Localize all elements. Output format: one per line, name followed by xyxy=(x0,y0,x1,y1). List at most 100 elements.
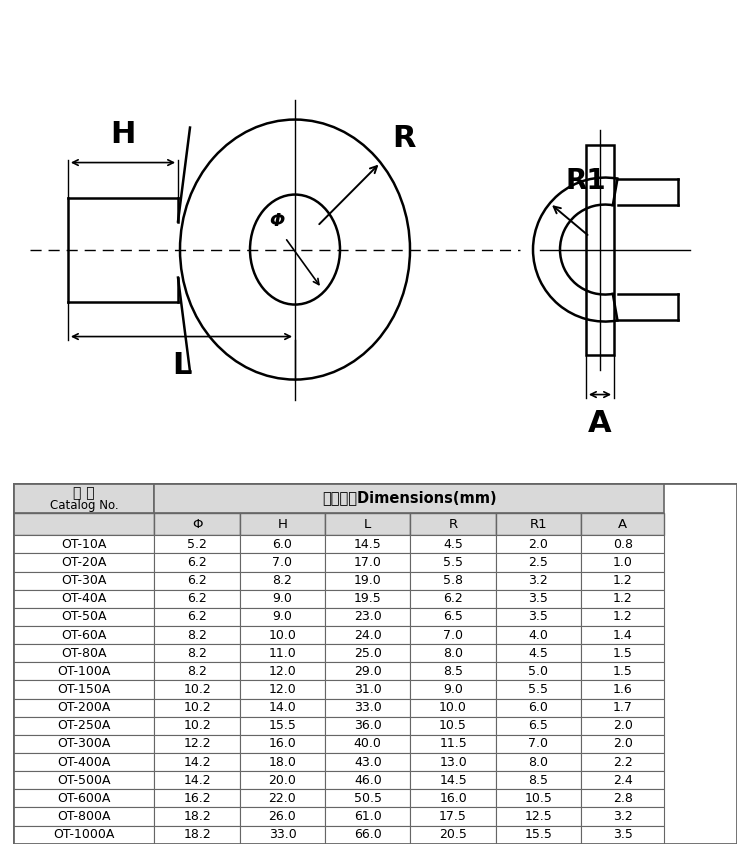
Text: OT-600A: OT-600A xyxy=(57,792,111,805)
Bar xyxy=(13,826,154,844)
Bar xyxy=(496,535,581,554)
Text: 18.0: 18.0 xyxy=(268,756,296,768)
Text: 1.2: 1.2 xyxy=(613,611,632,623)
Bar xyxy=(496,662,581,680)
Text: 1.7: 1.7 xyxy=(613,701,632,714)
Text: 1.6: 1.6 xyxy=(613,683,632,696)
Bar xyxy=(581,608,664,626)
Bar xyxy=(496,608,581,626)
Text: 12.2: 12.2 xyxy=(183,738,211,750)
Text: 7.0: 7.0 xyxy=(272,556,292,569)
Bar xyxy=(154,608,240,626)
Text: L: L xyxy=(172,350,191,380)
Text: 3.5: 3.5 xyxy=(529,611,548,623)
Text: 5.8: 5.8 xyxy=(443,574,463,587)
Text: 型 号: 型 号 xyxy=(74,486,94,499)
Bar xyxy=(325,826,410,844)
Bar xyxy=(410,680,496,699)
Bar xyxy=(581,717,664,735)
Text: 10.2: 10.2 xyxy=(183,701,211,714)
Text: 1.5: 1.5 xyxy=(613,665,632,678)
Text: 9.0: 9.0 xyxy=(272,592,292,605)
Text: 36.0: 36.0 xyxy=(354,719,382,733)
Text: 3.2: 3.2 xyxy=(613,810,632,823)
Bar xyxy=(154,789,240,807)
Bar xyxy=(13,771,154,789)
Text: 1.2: 1.2 xyxy=(613,574,632,587)
Bar xyxy=(240,735,325,753)
Bar xyxy=(496,771,581,789)
Text: OT-50A: OT-50A xyxy=(62,611,106,623)
Bar xyxy=(410,513,496,535)
Text: 9.0: 9.0 xyxy=(443,683,463,696)
Text: OT-150A: OT-150A xyxy=(57,683,111,696)
Bar xyxy=(581,771,664,789)
Text: 33.0: 33.0 xyxy=(354,701,382,714)
Text: 2.8: 2.8 xyxy=(613,792,632,805)
Text: 14.0: 14.0 xyxy=(268,701,296,714)
Text: 12.0: 12.0 xyxy=(268,665,296,678)
Bar xyxy=(325,589,410,608)
Bar xyxy=(240,644,325,662)
Text: 10.5: 10.5 xyxy=(440,719,467,733)
Text: OT-800A: OT-800A xyxy=(57,810,111,823)
Text: 46.0: 46.0 xyxy=(354,773,382,787)
Text: 16.0: 16.0 xyxy=(440,792,467,805)
Text: OT-80A: OT-80A xyxy=(62,647,106,660)
Bar xyxy=(13,572,154,589)
Text: 31.0: 31.0 xyxy=(354,683,382,696)
Bar xyxy=(581,513,664,535)
Bar xyxy=(240,807,325,826)
Text: OT-20A: OT-20A xyxy=(62,556,106,569)
Bar xyxy=(496,735,581,753)
Bar xyxy=(240,513,325,535)
Bar xyxy=(154,807,240,826)
Bar xyxy=(496,717,581,735)
Text: 6.2: 6.2 xyxy=(188,556,207,569)
Bar xyxy=(410,608,496,626)
Text: 7.0: 7.0 xyxy=(529,738,548,750)
Bar xyxy=(325,535,410,554)
Bar xyxy=(240,535,325,554)
Bar xyxy=(154,771,240,789)
Text: Φ: Φ xyxy=(269,211,285,230)
Text: R: R xyxy=(448,517,458,531)
Bar xyxy=(496,826,581,844)
Bar xyxy=(581,826,664,844)
Text: 15.5: 15.5 xyxy=(268,719,296,733)
Bar xyxy=(410,807,496,826)
Bar xyxy=(581,680,664,699)
Bar xyxy=(325,626,410,644)
Bar xyxy=(13,717,154,735)
Text: OT-250A: OT-250A xyxy=(57,719,111,733)
Bar xyxy=(240,753,325,771)
Bar xyxy=(240,699,325,717)
Bar xyxy=(496,554,581,572)
Bar xyxy=(240,717,325,735)
Bar xyxy=(13,513,154,535)
Bar xyxy=(240,789,325,807)
Text: 1.2: 1.2 xyxy=(613,592,632,605)
Bar xyxy=(13,807,154,826)
Bar xyxy=(13,554,154,572)
Text: 10.0: 10.0 xyxy=(440,701,467,714)
Text: 5.5: 5.5 xyxy=(443,556,463,569)
Text: 13.0: 13.0 xyxy=(440,756,467,768)
Bar xyxy=(410,717,496,735)
Text: 6.5: 6.5 xyxy=(529,719,548,733)
Bar xyxy=(581,807,664,826)
Bar xyxy=(240,554,325,572)
Text: 5.5: 5.5 xyxy=(529,683,548,696)
Bar xyxy=(13,753,154,771)
Text: 4.0: 4.0 xyxy=(529,628,548,642)
Bar xyxy=(240,771,325,789)
Text: 18.2: 18.2 xyxy=(183,828,211,841)
Text: 8.5: 8.5 xyxy=(443,665,463,678)
Text: 22.0: 22.0 xyxy=(268,792,296,805)
Bar xyxy=(325,513,410,535)
Bar xyxy=(581,753,664,771)
Bar xyxy=(581,535,664,554)
Bar xyxy=(240,680,325,699)
Bar xyxy=(325,753,410,771)
Bar xyxy=(410,589,496,608)
